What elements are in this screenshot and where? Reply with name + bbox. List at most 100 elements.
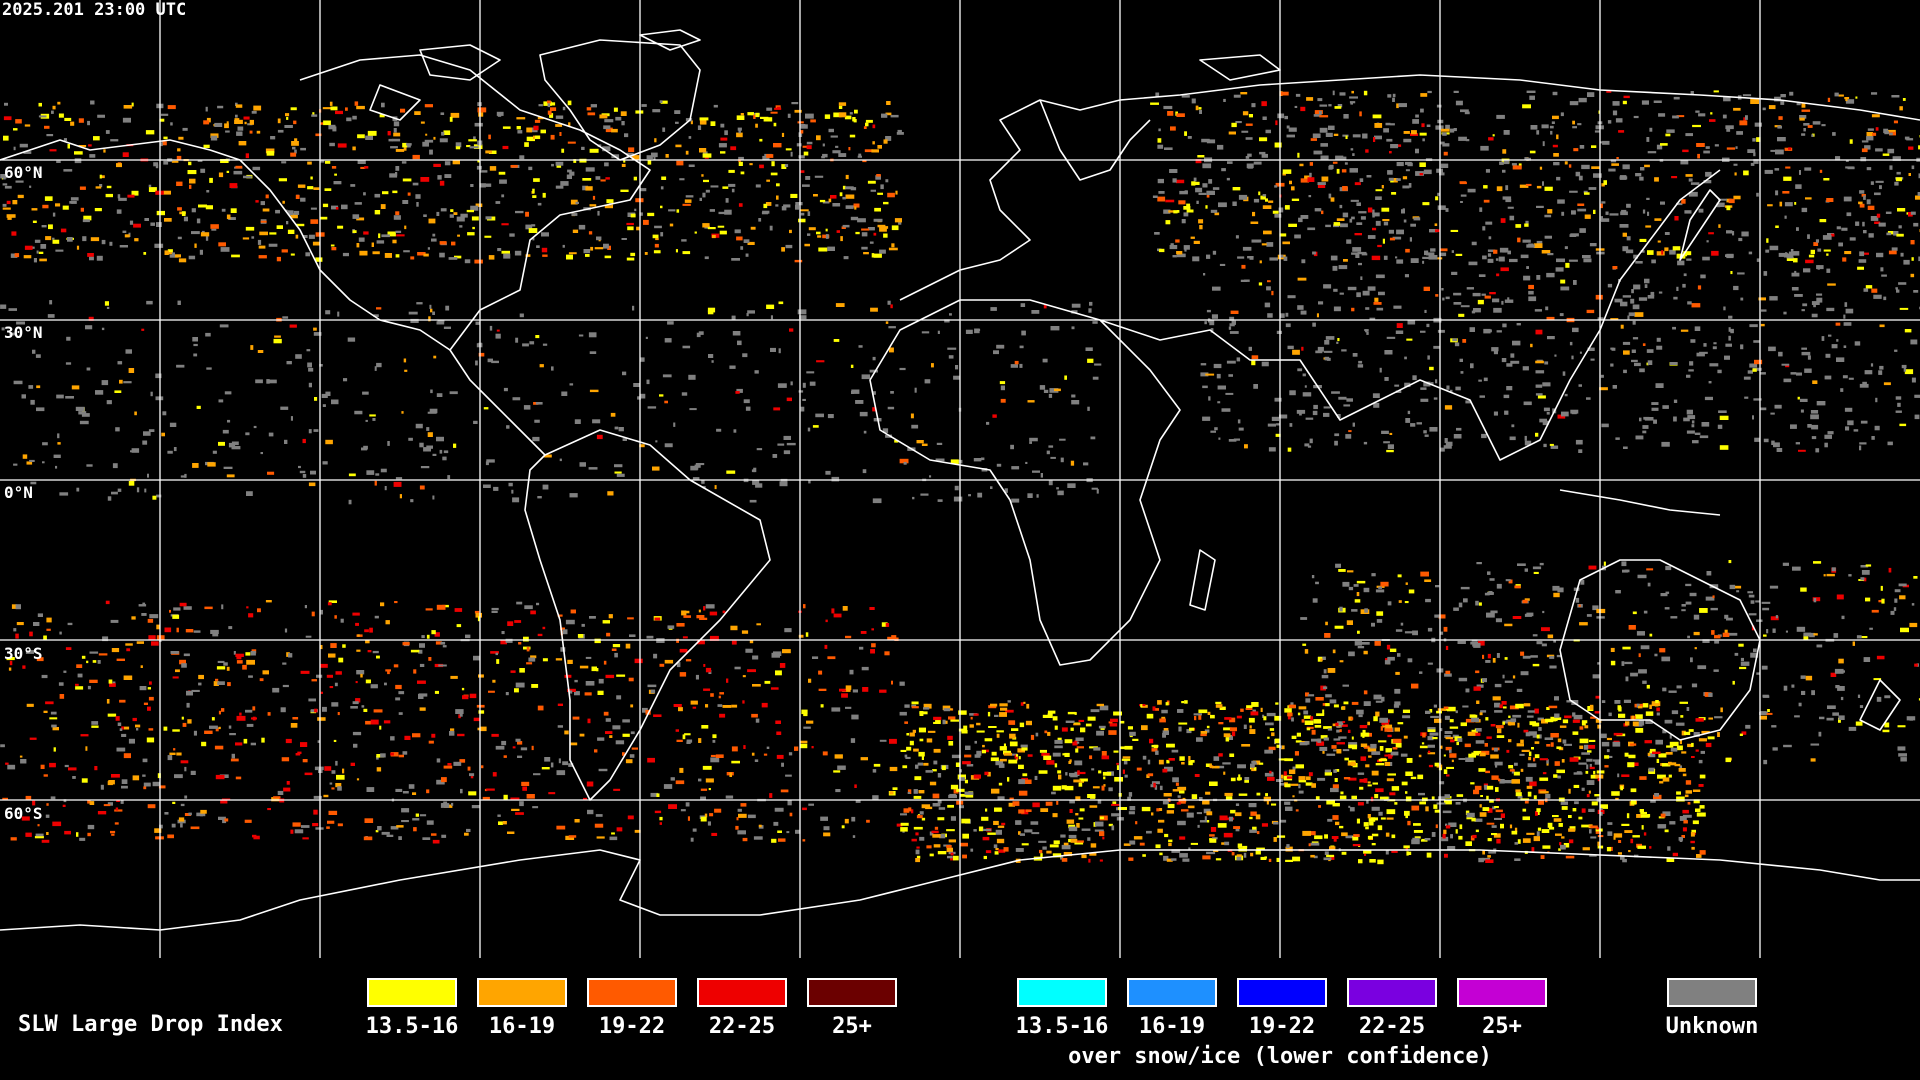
cloud-pixel <box>1474 818 1483 822</box>
cloud-pixel <box>796 143 802 147</box>
cloud-pixel <box>1328 125 1335 130</box>
cloud-pixel <box>752 479 760 485</box>
cloud-pixel <box>770 347 776 352</box>
cloud-pixel <box>1020 303 1026 307</box>
cloud-pixel <box>291 141 299 146</box>
cloud-pixel <box>910 413 914 419</box>
cloud-pixel <box>96 255 103 261</box>
cloud-pixel <box>154 828 162 833</box>
cloud-pixel <box>1286 134 1295 138</box>
cloud-pixel <box>1007 700 1011 703</box>
cloud-pixel <box>633 383 641 387</box>
cloud-pixel <box>1698 113 1706 117</box>
cloud-pixel <box>106 699 110 704</box>
cloud-pixel <box>1357 251 1367 255</box>
cloud-pixel <box>614 652 618 658</box>
cloud-pixel <box>430 389 433 394</box>
cloud-pixel <box>496 659 500 664</box>
cloud-pixel <box>904 721 908 724</box>
cloud-pixel <box>422 837 431 840</box>
cloud-pixel <box>1230 809 1236 814</box>
cloud-pixel <box>620 189 629 192</box>
cloud-pixel <box>121 733 127 737</box>
cloud-pixel <box>503 755 507 758</box>
cloud-pixel <box>6 214 16 218</box>
cloud-pixel <box>1287 295 1296 299</box>
cloud-pixel <box>564 730 569 735</box>
cloud-pixel <box>1656 144 1663 150</box>
cloud-pixel <box>742 700 745 704</box>
cloud-pixel <box>410 256 415 260</box>
cloud-pixel <box>1035 732 1039 737</box>
cloud-pixel <box>1908 212 1913 217</box>
cloud-pixel <box>1487 808 1493 813</box>
cloud-pixel <box>1406 338 1413 341</box>
cloud-pixel <box>162 411 167 416</box>
cloud-pixel <box>109 241 113 246</box>
cloud-pixel <box>383 720 391 724</box>
cloud-pixel <box>1479 812 1487 817</box>
cloud-pixel <box>130 450 137 453</box>
cloud-pixel <box>1267 280 1271 283</box>
cloud-pixel <box>1008 759 1018 764</box>
cloud-pixel <box>1177 709 1184 713</box>
cloud-pixel <box>78 118 84 123</box>
cloud-pixel <box>242 664 247 670</box>
cloud-pixel <box>1807 234 1810 239</box>
cloud-pixel <box>56 160 61 163</box>
cloud-pixel <box>1250 763 1255 768</box>
cloud-pixel <box>944 720 948 724</box>
cloud-pixel <box>537 705 544 711</box>
cloud-pixel <box>1536 240 1543 244</box>
cloud-pixel <box>588 231 593 235</box>
cloud-pixel <box>1733 163 1738 166</box>
cloud-pixel <box>1874 192 1881 196</box>
cloud-pixel <box>795 204 799 210</box>
cloud-pixel <box>305 635 312 638</box>
cloud-pixel <box>698 778 702 782</box>
cloud-pixel <box>805 632 809 637</box>
cloud-pixel <box>1075 748 1079 753</box>
cloud-pixel <box>143 431 151 436</box>
cloud-pixel <box>705 189 710 193</box>
cloud-pixel <box>845 194 855 199</box>
cloud-pixel <box>1496 186 1503 192</box>
cloud-pixel <box>1537 717 1544 721</box>
cloud-pixel <box>1794 294 1803 297</box>
cloud-pixel <box>380 753 386 758</box>
cloud-pixel <box>172 614 180 619</box>
cloud-pixel <box>419 643 425 648</box>
cloud-pixel <box>359 250 368 256</box>
cloud-pixel <box>673 422 676 427</box>
cloud-pixel <box>690 837 694 842</box>
cloud-pixel <box>1315 350 1323 354</box>
cloud-pixel <box>1271 416 1279 421</box>
cloud-pixel <box>269 232 277 235</box>
cloud-pixel <box>1375 711 1380 717</box>
cloud-pixel <box>1308 195 1312 198</box>
cloud-pixel <box>449 731 455 736</box>
cloud-pixel <box>997 796 1005 800</box>
cloud-pixel <box>1391 192 1397 195</box>
cloud-pixel <box>206 190 210 193</box>
cloud-pixel <box>827 656 836 660</box>
cloud-pixel <box>685 659 692 662</box>
cloud-pixel <box>1469 327 1475 332</box>
cloud-pixel <box>953 855 959 861</box>
cloud-pixel <box>1204 729 1210 733</box>
cloud-pixel <box>1435 196 1439 201</box>
cloud-pixel <box>1430 382 1434 385</box>
cloud-pixel <box>535 335 540 339</box>
cloud-pixel <box>1181 219 1186 224</box>
cloud-pixel <box>900 822 909 826</box>
cloud-pixel <box>861 228 870 231</box>
cloud-pixel <box>380 602 385 607</box>
cloud-pixel <box>265 148 275 154</box>
cloud-pixel <box>822 143 825 147</box>
cloud-pixel <box>1262 194 1267 197</box>
cloud-pixel <box>1245 137 1253 140</box>
cloud-pixel <box>1512 165 1522 170</box>
cloud-pixel <box>812 656 819 659</box>
cloud-pixel <box>1121 758 1131 761</box>
cloud-pixel <box>1681 835 1685 838</box>
